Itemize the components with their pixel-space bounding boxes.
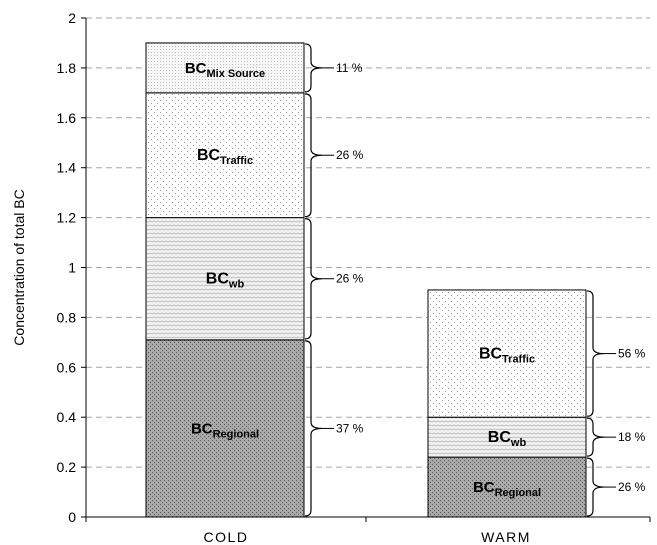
- y-tick-label: 0.6: [57, 359, 77, 375]
- y-tick-label: 0.8: [57, 309, 77, 325]
- bars: BCRegional 37 % BCwb 26 % BCTraffic 26 % BCMix…: [145, 42, 646, 518]
- y-tick-label: 0.2: [57, 459, 77, 475]
- y-tick-label: 0.4: [57, 409, 77, 425]
- percent-label: 56 %: [618, 347, 646, 361]
- bracket-connector: [304, 93, 323, 218]
- percent-label: 11 %: [336, 61, 363, 75]
- y-tick-label: 1.2: [57, 210, 77, 226]
- segment-label: BCRegional: [473, 479, 541, 499]
- x-category-label: WARM: [481, 529, 531, 545]
- bracket-connector: [304, 218, 323, 340]
- y-tick-label: 1: [68, 260, 76, 276]
- segment-label: BCTraffic: [197, 147, 253, 167]
- segment-label: BCwb: [488, 429, 527, 449]
- bracket-connector: [586, 417, 605, 457]
- percent-label: 26 %: [618, 480, 646, 494]
- percent-label: 37 %: [336, 421, 364, 435]
- x-category-label: COLD: [204, 529, 249, 545]
- y-tick-label: 1.6: [57, 110, 77, 126]
- bar-segment-wb: [145, 217, 305, 341]
- y-tick-label: 1.4: [57, 160, 77, 176]
- percent-label: 26 %: [336, 148, 364, 162]
- percent-label: 26 %: [336, 272, 364, 286]
- segment-label: BCMix Source: [185, 60, 265, 80]
- bracket-connector: [586, 290, 605, 417]
- segment-label: BCwb: [206, 271, 245, 291]
- bar-segment-traffic: [145, 92, 305, 219]
- y-tick-label: 0: [68, 509, 76, 525]
- segment-label: BCRegional: [191, 420, 259, 440]
- axes: 0 0.2 0.4 0.6 0.8 1 1.2 1.4 1.6 1.8 2 COLD WARM: [57, 10, 651, 545]
- bar-segment-traffic: [427, 289, 587, 418]
- y-axis-title: Concentration of total BC: [11, 189, 27, 345]
- segment-label: BCTraffic: [479, 346, 535, 366]
- bar-segment-mix-source: [145, 42, 305, 94]
- y-tick-label: 1.8: [57, 60, 77, 76]
- percent-label: 18 %: [618, 430, 646, 444]
- y-tick-label: 2: [68, 10, 76, 26]
